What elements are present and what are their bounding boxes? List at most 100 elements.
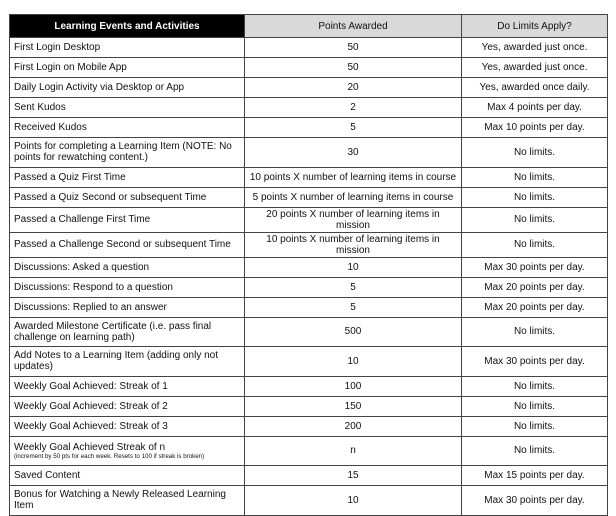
points-cell: 5 <box>244 296 462 318</box>
limits-cell: No limits. <box>461 395 608 417</box>
activity-cell-text: First Login on Mobile App <box>14 62 127 73</box>
limits-cell-text: Max 4 points per day. <box>487 102 582 113</box>
activity-cell-text: Weekly Goal Achieved: Streak of 2 <box>14 400 168 412</box>
activity-cell: Daily Login Activity via Desktop or App <box>9 77 245 98</box>
activity-cell: Weekly Goal Achieved: Streak of 2 <box>9 395 245 417</box>
limits-cell: Yes, awarded once daily. <box>461 77 608 98</box>
points-cell-text: 5 <box>350 281 356 293</box>
points-cell: 500 <box>244 316 462 347</box>
limits-cell-text: Max 30 points per day. <box>484 261 585 273</box>
points-cell-text: 150 <box>344 400 362 412</box>
limits-cell-text: Max 30 points per day. <box>484 494 585 506</box>
limits-cell: No limits. <box>461 316 608 347</box>
limits-cell-text: Max 30 points per day. <box>484 355 585 367</box>
table-row: Weekly Goal Achieved: Streak of 2 150 No l… <box>9 395 608 417</box>
points-cell-text: 200 <box>344 420 362 432</box>
limits-cell: No limits. <box>461 415 608 437</box>
points-cell-text: 10 points X number of learning items in … <box>266 233 440 256</box>
activity-cell-text: Weekly Goal Achieved: Streak of 1 <box>14 380 168 392</box>
table-row: Points for completing a Learning Item (N… <box>9 137 608 168</box>
activity-cell-text: Weekly Goal Achieved: Streak of 3 <box>14 420 168 432</box>
points-cell-text: 50 <box>347 62 359 73</box>
limits-cell: No limits. <box>461 375 608 397</box>
activity-cell: Passed a Quiz Second or subsequent Time <box>9 186 245 208</box>
activity-note: (increment by 50 pts for each week. Rese… <box>14 452 205 460</box>
activity-cell-text: Points for completing a Learning Item (N… <box>14 141 232 164</box>
table-row: Weekly Goal Achieved Streak of n (increme… <box>9 435 608 466</box>
limits-cell: Max 30 points per day. <box>461 485 608 516</box>
limits-cell-text: No limits. <box>513 445 556 457</box>
activity-cell-text: Passed a Challenge First Time <box>14 214 151 225</box>
activity-cell-text: First Login Desktop <box>14 42 101 53</box>
points-cell-text: 10 <box>347 355 359 367</box>
table-row: Daily Login Activity via Desktop or App 2… <box>9 77 608 98</box>
activity-cell-text: Received Kudos <box>14 122 87 133</box>
points-cell: 100 <box>244 375 462 397</box>
limits-cell: Yes, awarded just once. <box>461 37 608 58</box>
limits-cell-text: Max 10 points per day. <box>484 122 585 133</box>
points-cell: 5 points X number of learning items in c… <box>244 186 462 208</box>
points-cell: 50 <box>244 37 462 58</box>
points-cell: 10 points X number of learning items in … <box>244 231 462 258</box>
limits-cell-text: No limits. <box>513 239 556 250</box>
table-row: Bonus for Watching a Newly Released Lear… <box>9 485 608 516</box>
points-cell-text: n <box>350 445 356 457</box>
limits-cell: Max 20 points per day. <box>461 296 608 318</box>
limits-cell-text: Max 20 points per day. <box>484 281 585 293</box>
header-activity: Learning Events and Activities <box>9 14 245 38</box>
table-row: Saved Content 15 Max 15 points per day. <box>9 465 608 486</box>
points-cell-text: 5 points X number of learning items in c… <box>252 191 454 203</box>
points-cell-text: 10 <box>347 261 359 273</box>
points-cell: 50 <box>244 57 462 78</box>
limits-cell-text: Yes, awarded once daily. <box>479 82 590 93</box>
limits-cell-text: Yes, awarded just once. <box>481 42 588 53</box>
limits-cell: Max 20 points per day. <box>461 276 608 298</box>
limits-cell-text: No limits. <box>513 214 556 225</box>
limits-cell: Yes, awarded just once. <box>461 57 608 78</box>
activity-cell: First Login Desktop <box>9 37 245 58</box>
header-limits: Do Limits Apply? <box>461 14 608 38</box>
limits-cell: No limits. <box>461 206 608 233</box>
table-row: Discussions: Asked a question 10 Max 30 po… <box>9 256 608 278</box>
points-cell: 10 <box>244 346 462 377</box>
table-row: Awarded Milestone Certificate (i.e. pass… <box>9 316 608 347</box>
points-cell: 10 <box>244 256 462 278</box>
points-cell-text: 5 <box>350 122 356 133</box>
activity-cell-text: Passed a Quiz Second or subsequent Time <box>14 191 207 203</box>
points-cell-text: 2 <box>350 102 356 113</box>
points-cell-text: 100 <box>344 380 362 392</box>
limits-cell-text: No limits. <box>513 171 556 183</box>
limits-cell: No limits. <box>461 186 608 208</box>
limits-cell-text: No limits. <box>513 146 556 158</box>
points-cell: 200 <box>244 415 462 437</box>
header-row: Learning Events and Activities Points Aw… <box>9 14 608 38</box>
points-cell: 10 <box>244 485 462 516</box>
limits-cell-text: No limits. <box>513 420 556 432</box>
points-cell: 150 <box>244 395 462 417</box>
points-cell-text: 5 <box>350 301 356 313</box>
activity-cell: Bonus for Watching a Newly Released Lear… <box>9 485 245 516</box>
points-cell-text: 30 <box>347 146 359 158</box>
limits-cell: Max 30 points per day. <box>461 346 608 377</box>
table-row: Passed a Challenge First Time 20 points X… <box>9 206 608 233</box>
points-cell-text: 20 <box>347 82 359 93</box>
activity-cell-text: Bonus for Watching a Newly Released Lear… <box>14 489 226 512</box>
table-row: Passed a Challenge Second or subsequent … <box>9 231 608 258</box>
activity-cell: Sent Kudos <box>9 97 245 118</box>
header-points: Points Awarded <box>244 14 462 38</box>
table-row: Weekly Goal Achieved: Streak of 3 200 No l… <box>9 415 608 437</box>
points-cell: 20 <box>244 77 462 98</box>
activity-cell: Discussions: Replied to an answer <box>9 296 245 318</box>
points-cell: 20 points X number of learning items in … <box>244 206 462 233</box>
limits-cell: No limits. <box>461 435 608 466</box>
points-table: Learning Events and Activities Points Aw… <box>9 14 608 516</box>
activity-cell-text: Weekly Goal Achieved Streak of n <box>14 441 166 453</box>
limits-cell-text: Max 20 points per day. <box>484 301 585 313</box>
activity-cell-text: Discussions: Replied to an answer <box>14 301 167 313</box>
points-cell: 2 <box>244 97 462 118</box>
limits-cell-text: No limits. <box>513 380 556 392</box>
activity-cell-text: Passed a Quiz First Time <box>14 171 126 183</box>
activity-cell: Weekly Goal Achieved: Streak of 3 <box>9 415 245 437</box>
limits-cell: Max 10 points per day. <box>461 117 608 138</box>
activity-cell-text: Add Notes to a Learning Item (adding onl… <box>14 350 219 373</box>
